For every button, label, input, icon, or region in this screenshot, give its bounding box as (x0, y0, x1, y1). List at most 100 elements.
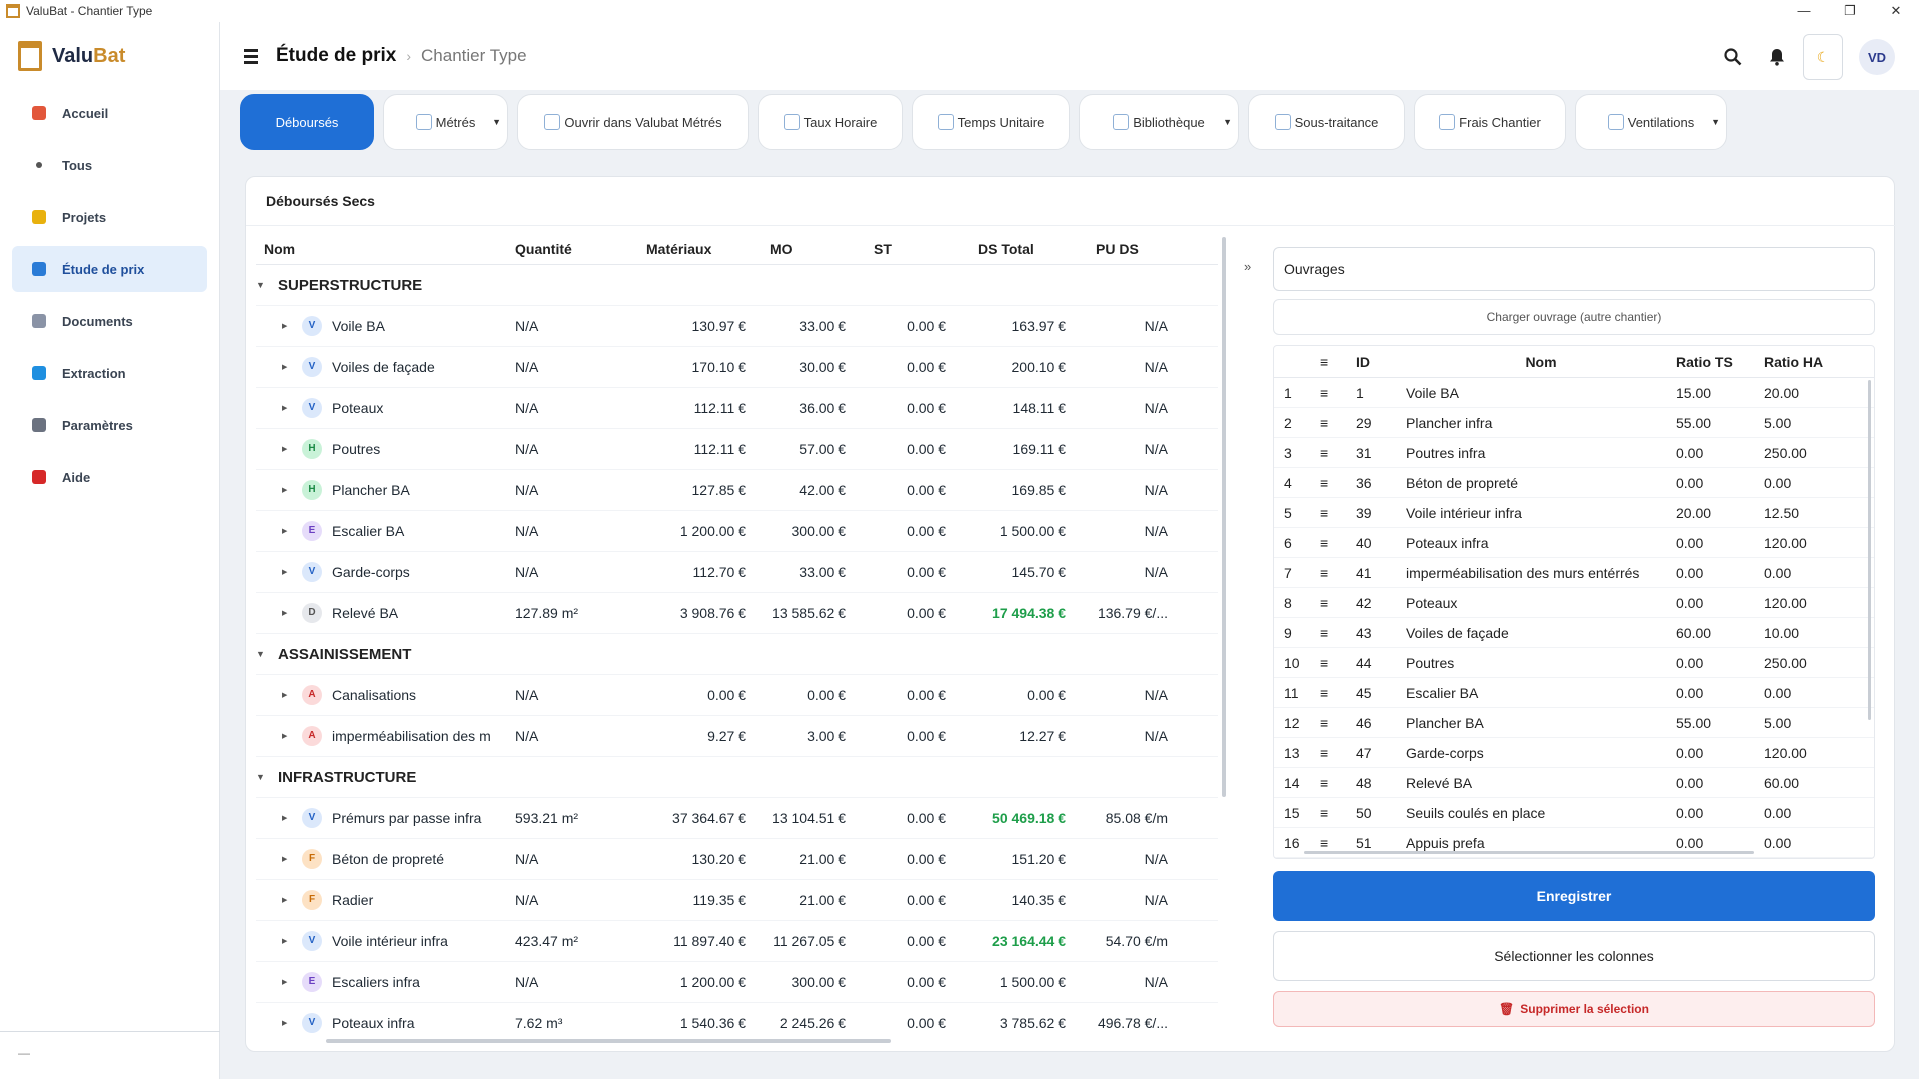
expand-caret-icon[interactable]: ▶ (282, 569, 288, 576)
expand-caret-icon[interactable]: ▶ (282, 938, 288, 945)
sidebar-item-7[interactable]: Aide (12, 454, 207, 500)
cell-ratio-ts[interactable]: 0.00 (1676, 834, 1704, 851)
tab-3[interactable]: Taux Horaire (758, 94, 903, 150)
ouvrage-row[interactable]: 13 ≡ 47 Garde-corps 0.00 120.00 (1274, 738, 1874, 768)
sidebar-item-0[interactable]: Accueil (12, 90, 207, 136)
drag-handle-icon[interactable]: ≡ (1320, 714, 1329, 731)
col-nom[interactable]: Nom (264, 240, 296, 257)
drag-handle-icon[interactable]: ≡ (1320, 624, 1329, 641)
bell-icon[interactable] (1757, 37, 1797, 77)
ouvrage-row[interactable]: 7 ≡ 41 imperméabilisation des murs entérrés… (1274, 558, 1874, 588)
expand-caret-icon[interactable]: ▶ (282, 856, 288, 863)
ouvrage-row[interactable]: 1 ≡ 1 Voile BA 15.00 20.00 (1274, 378, 1874, 408)
ouvrage-row[interactable]: 16 ≡ 51 Appuis prefa 0.00 0.00 (1274, 828, 1874, 858)
tab-2[interactable]: Ouvrir dans Valubat Métrés (517, 94, 749, 150)
expand-caret-icon[interactable]: ▶ (282, 979, 288, 986)
cell-ratio-ha[interactable]: 10.00 (1764, 624, 1800, 641)
drag-handle-icon[interactable]: ≡ (1320, 474, 1329, 491)
group-row[interactable]: ▼ ASSAINISSEMENT (256, 634, 1218, 675)
table-row[interactable]: ▶ V Prémurs par passe infra 593.21 m² 37 364… (256, 798, 1218, 839)
ouvrages-horizontal-scrollbar[interactable] (1304, 851, 1754, 854)
cell-ratio-ha[interactable]: 120.00 (1764, 534, 1807, 551)
expand-caret-icon[interactable]: ▶ (282, 692, 288, 699)
table-row[interactable]: ▶ E Escalier BA N/A 1 200.00 € 300.00 € 0.00 €… (256, 511, 1218, 552)
col-mo[interactable]: MO (770, 240, 793, 257)
sidebar-item-5[interactable]: Extraction (12, 350, 207, 396)
cell-ratio-ts[interactable]: 55.00 (1676, 714, 1712, 731)
col-ratio-ts[interactable]: Ratio TS (1676, 353, 1733, 370)
table-row[interactable]: ▶ D Relevé BA 127.89 m² 3 908.76 € 13 585.62 … (256, 593, 1218, 634)
grid-horizontal-scrollbar[interactable] (326, 1039, 891, 1043)
ouvrage-row[interactable]: 10 ≡ 44 Poutres 0.00 250.00 (1274, 648, 1874, 678)
close-icon[interactable]: ✕ (1890, 3, 1902, 18)
cell-ratio-ts[interactable]: 60.00 (1676, 624, 1712, 641)
col-materiaux[interactable]: Matériaux (646, 240, 712, 257)
drag-handle-icon[interactable]: ≡ (1320, 534, 1329, 551)
ouvrage-row[interactable]: 9 ≡ 43 Voiles de façade 60.00 10.00 (1274, 618, 1874, 648)
col-ds-total[interactable]: DS Total (978, 240, 1034, 257)
cell-ratio-ha[interactable]: 0.00 (1764, 804, 1792, 821)
sidebar-item-1[interactable]: Tous (12, 142, 207, 188)
drag-handle-icon[interactable]: ≡ (1320, 594, 1329, 611)
chevron-down-icon[interactable]: ▼ (1223, 117, 1232, 127)
cell-ratio-ha[interactable]: 5.00 (1764, 714, 1792, 731)
table-row[interactable]: ▶ H Poutres N/A 112.11 € 57.00 € 0.00 € 169.11 … (256, 429, 1218, 470)
cell-ratio-ts[interactable]: 55.00 (1676, 414, 1712, 431)
group-row[interactable]: ▼ SUPERSTRUCTURE (256, 265, 1218, 306)
sidebar-item-6[interactable]: Paramètres (12, 402, 207, 448)
expand-caret-icon[interactable]: ▶ (282, 323, 288, 330)
cell-ratio-ts[interactable]: 0.00 (1676, 744, 1704, 761)
collapse-panel-icon[interactable]: » (1244, 259, 1252, 274)
col-nom-ouvrage[interactable]: Nom (1525, 353, 1557, 370)
cell-ratio-ts[interactable]: 20.00 (1676, 504, 1712, 521)
breadcrumb-project[interactable]: Chantier Type (421, 46, 527, 65)
cell-ratio-ts[interactable]: 0.00 (1676, 534, 1704, 551)
tab-0[interactable]: Déboursés (240, 94, 374, 150)
ouvrages-vertical-scrollbar[interactable] (1868, 380, 1871, 720)
col-id[interactable]: ID (1356, 353, 1370, 370)
table-row[interactable]: ▶ V Garde-corps N/A 112.70 € 33.00 € 0.00 € 145… (256, 552, 1218, 593)
drag-handle-icon[interactable]: ≡ (1320, 504, 1329, 521)
collapse-caret-icon[interactable]: ▼ (256, 649, 265, 659)
cell-ratio-ha[interactable]: 5.00 (1764, 414, 1792, 431)
grid-vertical-scrollbar[interactable] (1222, 237, 1226, 797)
menu-icon[interactable] (244, 46, 258, 67)
save-button[interactable]: Enregistrer (1273, 871, 1875, 921)
col-pu-ds[interactable]: PU DS (1096, 240, 1139, 257)
drag-handle-icon[interactable]: ≡ (1320, 444, 1329, 461)
ouvrage-row[interactable]: 8 ≡ 42 Poteaux 0.00 120.00 (1274, 588, 1874, 618)
ouvrage-row[interactable]: 6 ≡ 40 Poteaux infra 0.00 120.00 (1274, 528, 1874, 558)
logo[interactable]: ValuBat (0, 22, 219, 90)
cell-ratio-ha[interactable]: 0.00 (1764, 564, 1792, 581)
chevron-down-icon[interactable]: ▼ (492, 117, 501, 127)
expand-caret-icon[interactable]: ▶ (282, 1020, 288, 1027)
expand-caret-icon[interactable]: ▶ (282, 487, 288, 494)
tab-4[interactable]: Temps Unitaire (912, 94, 1070, 150)
cell-ratio-ha[interactable]: 250.00 (1764, 444, 1807, 461)
cell-ratio-ts[interactable]: 0.00 (1676, 594, 1704, 611)
tab-8[interactable]: Ventilations ▼ (1575, 94, 1727, 150)
sidebar-item-3[interactable]: Étude de prix (12, 246, 207, 292)
cell-ratio-ts[interactable]: 0.00 (1676, 444, 1704, 461)
dark-mode-toggle[interactable]: ☾ (1803, 34, 1843, 80)
cell-ratio-ha[interactable]: 120.00 (1764, 594, 1807, 611)
drag-handle-icon[interactable]: ≡ (1320, 564, 1329, 581)
cell-ratio-ts[interactable]: 0.00 (1676, 654, 1704, 671)
table-row[interactable]: ▶ E Escaliers infra N/A 1 200.00 € 300.00 € 0.… (256, 962, 1218, 1003)
table-row[interactable]: ▶ F Radier N/A 119.35 € 21.00 € 0.00 € 140.35 €… (256, 880, 1218, 921)
cell-ratio-ts[interactable]: 0.00 (1676, 684, 1704, 701)
table-row[interactable]: ▶ H Plancher BA N/A 127.85 € 42.00 € 0.00 € 169… (256, 470, 1218, 511)
cell-ratio-ts[interactable]: 0.00 (1676, 774, 1704, 791)
table-row[interactable]: ▶ V Poteaux infra 7.62 m³ 1 540.36 € 2 245.26… (256, 1003, 1218, 1033)
sidebar-item-4[interactable]: Documents (12, 298, 207, 344)
table-row[interactable]: ▶ V Voiles de façade N/A 170.10 € 30.00 € 0.00… (256, 347, 1218, 388)
ouvrage-row[interactable]: 4 ≡ 36 Béton de propreté 0.00 0.00 (1274, 468, 1874, 498)
expand-caret-icon[interactable]: ▶ (282, 610, 288, 617)
ouvrage-row[interactable]: 2 ≡ 29 Plancher infra 55.00 5.00 (1274, 408, 1874, 438)
col-quantite[interactable]: Quantité (515, 240, 572, 257)
tab-6[interactable]: Sous-traitance (1248, 94, 1405, 150)
collapse-caret-icon[interactable]: ▼ (256, 280, 265, 290)
drag-handle-icon[interactable]: ≡ (1320, 654, 1329, 671)
expand-caret-icon[interactable]: ▶ (282, 815, 288, 822)
